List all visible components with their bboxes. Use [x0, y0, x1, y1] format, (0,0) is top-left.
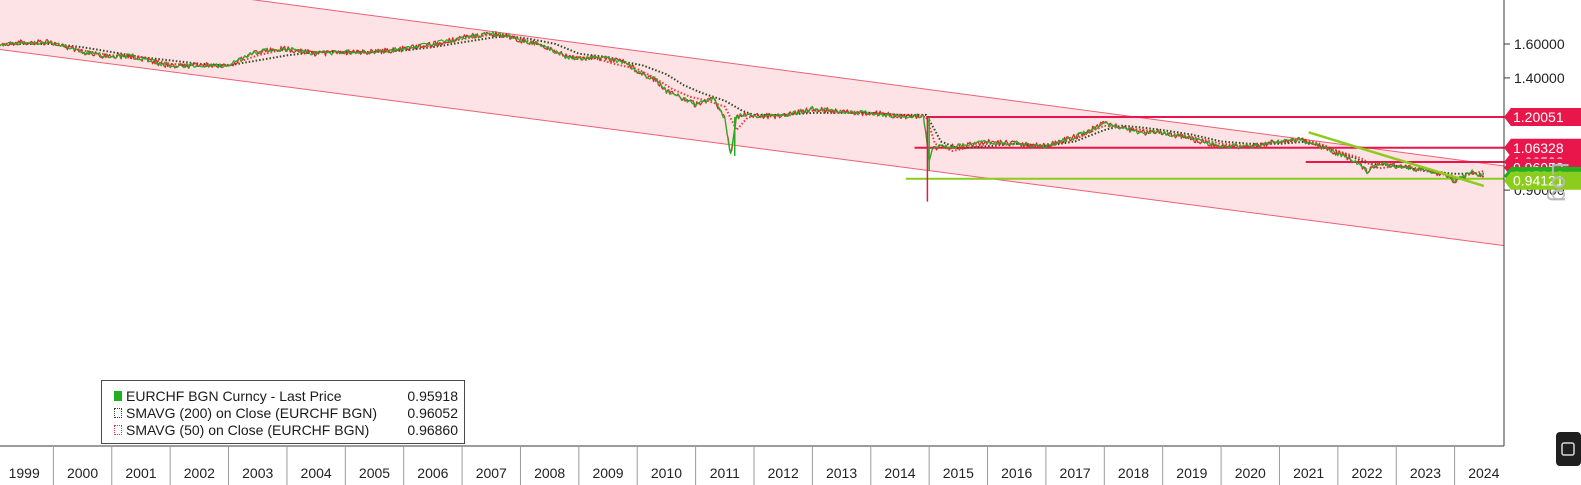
legend-value: 0.96860: [407, 421, 458, 438]
legend-label: SMAVG (50) on Close (EURCHF BGN): [126, 421, 370, 438]
log-scale-label: Log: [1546, 162, 1573, 202]
green-trendline: [1308, 131, 1485, 188]
x-tick-label: 2008: [534, 465, 565, 481]
x-tick-label: 2021: [1293, 465, 1324, 481]
channel-lower-edge: [0, 48, 1504, 247]
x-tick-label: 2007: [476, 465, 507, 481]
y-tick-label: 1.40000: [1514, 70, 1565, 86]
x-tick-label: 2005: [359, 465, 390, 481]
series-smavg-50: [0, 33, 1485, 181]
level-tag-3-bg: [1504, 171, 1581, 190]
level-tag-3: 0.94121: [1504, 171, 1581, 190]
x-tick-label: 2006: [417, 465, 448, 481]
x-tick-label: 2023: [1410, 465, 1441, 481]
x-tick-label: 2013: [826, 465, 857, 481]
level-tag-1: 1.06328: [1504, 138, 1581, 157]
level-tag-3-text: 0.94121: [1513, 173, 1564, 189]
x-tick-label: 2020: [1235, 465, 1266, 481]
level-tag-0-text: 1.20051: [1513, 109, 1564, 125]
x-tick-label: 2000: [67, 465, 98, 481]
chart-axes: [0, 0, 1505, 447]
legend-label: EURCHF BGN Curncy - Last Price: [126, 387, 342, 404]
legend-value: 0.95918: [407, 387, 458, 404]
x-tick-label: 2016: [1001, 465, 1032, 481]
series-last-price: [0, 31, 1485, 184]
x-tick-label: 2002: [184, 465, 215, 481]
x-tick-label: 2022: [1351, 465, 1382, 481]
x-tick-label: 2003: [242, 465, 273, 481]
x-tick-label: 2012: [768, 465, 799, 481]
x-axis-ticks: 1999 2000 2001 2002 2003 2004 2005 2006 2007 2008…: [9, 446, 1500, 485]
trendline: [1308, 131, 1485, 188]
x-tick-label: 2010: [651, 465, 682, 481]
x-tick-label: 2018: [1118, 465, 1149, 481]
legend-entry-last-price: EURCHF BGN Curncy - Last Price 0.95918: [114, 387, 458, 404]
level-tag-1-text: 1.06328: [1513, 140, 1564, 156]
x-tick-label: 1999: [9, 465, 40, 481]
x-tick-label: 2024: [1468, 465, 1499, 481]
price-series: [0, 31, 1485, 202]
legend-value: 0.96052: [407, 404, 458, 421]
legend-label: SMAVG (200) on Close (EURCHF BGN): [126, 404, 378, 421]
price-tags: 1.200511.063281.005080.960520.959180.941…: [1504, 107, 1581, 190]
x-tick-label: 2019: [1176, 465, 1207, 481]
x-tick-label: 2001: [125, 465, 156, 481]
x-tick-label: 2009: [592, 465, 623, 481]
channel-fill: [0, 0, 1504, 246]
y-tick-label: 1.60000: [1514, 36, 1565, 52]
level-tag-1-bg: [1504, 138, 1581, 157]
chart-legend: EURCHF BGN Curncy - Last Price 0.95918 S…: [101, 380, 465, 444]
x-tick-label: 2011: [710, 465, 740, 481]
legend-entry-smavg-200: SMAVG (200) on Close (EURCHF BGN) 0.9605…: [114, 404, 458, 421]
level-tag-0: 1.20051: [1504, 107, 1581, 126]
x-tick-label: 2004: [301, 465, 332, 481]
legend-swatch-last-price: [114, 390, 122, 401]
channel-upper-edge: [251, 0, 1504, 167]
level-tag-0-bg: [1504, 107, 1581, 126]
legend-swatch-smavg-200: [114, 407, 122, 418]
legend-entry-smavg-50: SMAVG (50) on Close (EURCHF BGN) 0.96860: [114, 421, 458, 438]
x-tick-label: 2015: [943, 465, 974, 481]
series-smavg-200: [0, 35, 1484, 175]
legend-swatch-smavg-50: [114, 424, 122, 435]
x-tick-label: 2014: [884, 465, 915, 481]
scroll-handle-icon[interactable]: [1556, 432, 1581, 466]
regression-channel: [0, 0, 1504, 247]
x-tick-label: 2017: [1060, 465, 1091, 481]
